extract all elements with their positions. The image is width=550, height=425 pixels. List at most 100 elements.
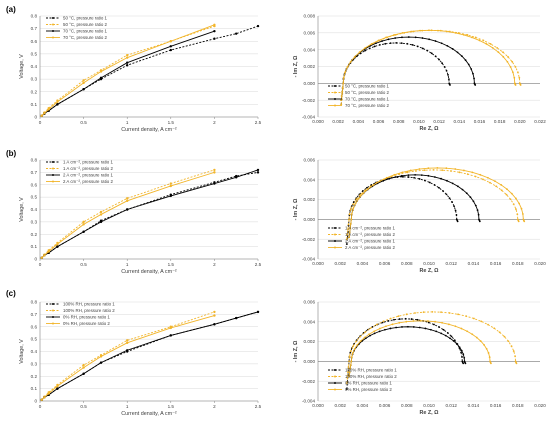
data-point [373, 45, 376, 48]
data-point [516, 218, 519, 221]
data-point [428, 29, 430, 32]
x-tick-label: 0.004 [357, 403, 369, 408]
data-point [358, 193, 361, 196]
data-point [345, 68, 348, 70]
data-point [378, 180, 381, 183]
data-point [99, 76, 103, 80]
data-point [349, 62, 352, 65]
data-point [509, 66, 512, 68]
data-point [352, 345, 355, 348]
data-point [462, 362, 465, 365]
x-tick-label: 2 [213, 404, 216, 409]
data-point [381, 40, 384, 42]
data-point [518, 82, 521, 85]
data-point [382, 179, 385, 182]
data-point [364, 46, 367, 49]
y-tick-label: 0.006 [304, 30, 316, 35]
data-point [489, 43, 492, 45]
data-point [448, 197, 451, 200]
data-point [43, 112, 46, 116]
y-tick-label: 0.004 [304, 177, 316, 182]
y-tick-label: 0.3 [31, 361, 38, 366]
data-point [510, 192, 513, 195]
data-point [460, 349, 463, 352]
data-point [99, 354, 103, 357]
data-point [169, 334, 172, 337]
data-point [449, 337, 451, 340]
data-point [349, 222, 352, 225]
data-point [420, 174, 423, 176]
data-point [512, 350, 515, 353]
data-point [348, 236, 350, 239]
data-point [169, 45, 172, 48]
data-point [346, 376, 349, 379]
data-point [341, 87, 344, 90]
data-point [378, 44, 381, 46]
data-point [351, 209, 354, 212]
data-point [507, 55, 509, 58]
data-point [447, 323, 450, 326]
y-tick-label: 0 [34, 257, 37, 262]
data-point [485, 347, 488, 350]
legend-label: 2 A cm⁻², pressure ratio 2 [63, 179, 113, 184]
data-point [126, 208, 129, 211]
data-point [358, 196, 361, 199]
y-tick-label: 0.5 [31, 195, 38, 200]
data-point [393, 318, 395, 321]
data-point [416, 45, 419, 48]
data-point [355, 346, 358, 349]
data-point [479, 173, 482, 176]
data-point [453, 339, 456, 342]
x-tick-label: 0.010 [423, 261, 435, 266]
x-tick-label: 0.004 [353, 119, 365, 124]
data-point [213, 37, 216, 40]
data-point [473, 77, 475, 80]
series-line [340, 29, 522, 105]
data-point [394, 176, 397, 178]
data-point [350, 360, 353, 363]
data-point [430, 52, 433, 55]
data-point [378, 327, 381, 330]
y-axis-label: - Im Z, Ω [293, 198, 299, 220]
data-point [514, 66, 517, 68]
data-point [347, 365, 350, 368]
data-point [427, 320, 429, 322]
data-point [380, 179, 382, 182]
y-tick-label: 0.1 [31, 102, 38, 107]
data-point [349, 60, 352, 63]
data-point [358, 51, 361, 54]
data-point [428, 38, 430, 41]
data-point [347, 228, 349, 231]
data-point [99, 70, 103, 73]
data-point [514, 84, 517, 86]
data-point [56, 100, 59, 104]
data-point [346, 233, 349, 236]
data-point [436, 167, 439, 169]
data-point [213, 168, 216, 172]
data-point [348, 375, 350, 378]
data-point [341, 90, 344, 93]
x-tick-label: 0.5 [80, 120, 87, 125]
data-point [340, 99, 343, 102]
data-point [365, 46, 367, 49]
legend-marker [334, 240, 336, 242]
data-point [516, 213, 519, 216]
plot-area: -0.004 -0.002 0.000 0.002 0.004 0.006 0.000 0.0… [293, 158, 546, 274]
data-point [56, 245, 59, 248]
data-point [353, 349, 355, 352]
data-point [440, 42, 443, 45]
data-point [376, 181, 378, 184]
x-axis-label: Re Z, Ω [420, 410, 440, 416]
data-point [56, 103, 59, 106]
data-point [460, 351, 462, 354]
data-point [347, 223, 350, 226]
y-tick-label: -0.004 [302, 257, 315, 262]
data-point [349, 227, 352, 230]
data-point [345, 382, 348, 385]
data-point [523, 220, 526, 223]
y-tick-label: 0.000 [304, 359, 316, 364]
legend-label: 1 A cm⁻², pressure ratio 1 [345, 226, 395, 231]
data-point [479, 340, 482, 343]
data-point [349, 209, 352, 212]
